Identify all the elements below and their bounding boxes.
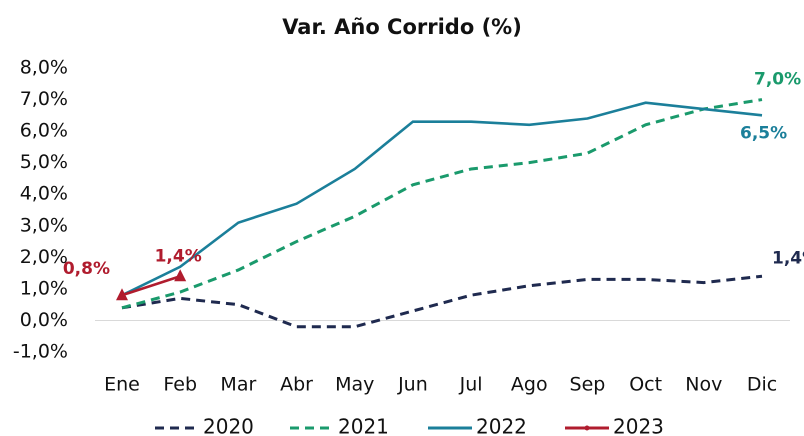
- data-label: 6,5%: [740, 123, 787, 143]
- y-tick-label: 5,0%: [20, 151, 68, 173]
- data-label: 7,0%: [754, 70, 801, 90]
- legend-label: 2021: [338, 415, 389, 436]
- marker: [116, 288, 128, 301]
- y-tick-label: 0,0%: [20, 309, 68, 331]
- y-tick-label: 1,0%: [20, 277, 68, 299]
- data-label: 0,8%: [63, 259, 110, 279]
- chart-title: Var. Año Corrido (%): [282, 15, 522, 39]
- x-tick-label: Oct: [629, 374, 662, 396]
- series-line: [121, 98, 763, 310]
- y-tick-label: 3,0%: [20, 214, 68, 236]
- x-tick-label: Ene: [104, 374, 140, 396]
- series-line: [121, 101, 763, 297]
- y-tick-label: -1,0%: [13, 341, 68, 363]
- legend-label: 2022: [476, 415, 527, 436]
- data-label: 1,4%: [772, 248, 804, 268]
- data-label: 1,4%: [155, 246, 202, 266]
- legend-label: 2023: [613, 415, 664, 436]
- legend-label: 2020: [203, 415, 254, 436]
- x-tick-label: Dic: [747, 374, 777, 396]
- x-tick-label: Abr: [280, 374, 313, 396]
- x-tick-label: Nov: [685, 374, 722, 396]
- marker: [174, 269, 187, 282]
- y-tick-label: 6,0%: [20, 120, 68, 142]
- x-tick-label: Feb: [163, 374, 197, 396]
- x-tick-label: Mar: [220, 374, 256, 396]
- y-tick-label: 7,0%: [20, 88, 68, 110]
- y-tick-label: 8,0%: [20, 57, 68, 79]
- x-tick-label: Ago: [511, 374, 548, 396]
- y-tick-label: 4,0%: [20, 183, 68, 205]
- x-tick-label: Sep: [570, 374, 606, 396]
- x-tick-label: Jul: [459, 374, 483, 396]
- series-line: [121, 274, 763, 329]
- x-tick-label: May: [335, 374, 374, 396]
- y-tick-label: 2,0%: [20, 246, 68, 268]
- legend-marker: [584, 425, 590, 431]
- x-tick-label: Jun: [397, 374, 428, 396]
- series-line: [121, 275, 181, 297]
